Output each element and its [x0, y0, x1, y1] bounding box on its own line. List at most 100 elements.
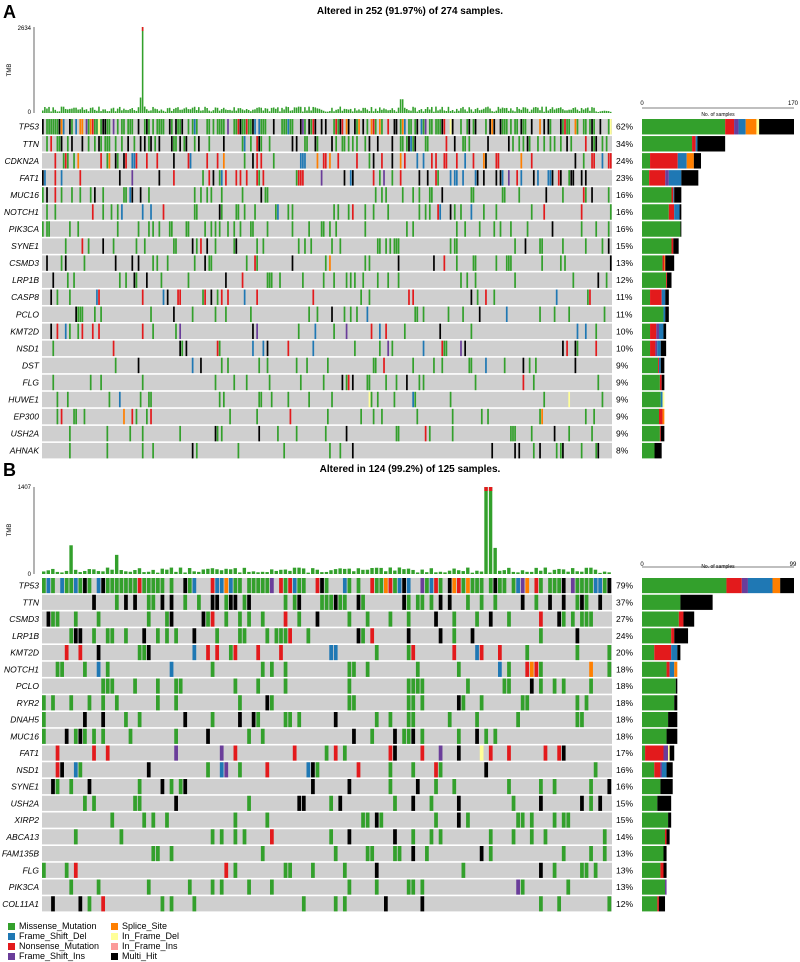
mutation-cell — [552, 578, 557, 594]
mutation-cell — [584, 170, 587, 186]
mutation-cell — [258, 119, 261, 135]
gene-label: NOTCH1 — [4, 207, 39, 217]
mutation-cell — [266, 221, 269, 237]
mutation-cell — [306, 136, 308, 152]
mutation-cell — [206, 238, 209, 254]
mutation-cell — [526, 136, 529, 152]
tmb-bar — [247, 109, 250, 113]
gene-label: KMT2D — [10, 648, 39, 658]
mutation-cell — [607, 645, 612, 661]
mutation-cell — [388, 611, 393, 627]
mutation-cell — [266, 340, 269, 357]
mutation-cell — [101, 728, 106, 744]
mutation-cell — [310, 119, 313, 135]
mutation-cell — [351, 374, 354, 391]
panel-a-tmb-label: TMB — [7, 64, 13, 77]
mutation-cell — [54, 187, 57, 203]
tmb-bar — [530, 109, 533, 113]
tmb-bar — [237, 108, 240, 113]
mutation-cell — [297, 611, 302, 627]
tmb-bar — [320, 109, 323, 113]
mutation-cell — [46, 578, 51, 594]
mutation-cell — [247, 611, 251, 627]
panel-b-matrix — [42, 578, 612, 912]
mutation-cell — [368, 255, 371, 271]
mutation-cell — [162, 119, 165, 135]
mutation-cell — [169, 578, 174, 594]
mutation-cell — [452, 611, 457, 627]
tmb-bar — [77, 109, 79, 113]
tmb-bar — [580, 571, 584, 574]
mutation-cell — [81, 238, 84, 254]
mutation-cell — [210, 661, 215, 677]
mutation-cell — [449, 204, 452, 220]
mutation-cell — [582, 187, 585, 203]
tmb-bar — [239, 108, 242, 113]
mutation-cell — [299, 170, 302, 186]
mutation-cell — [333, 323, 335, 340]
mutation-cell — [472, 255, 475, 271]
mutation-cell — [304, 238, 306, 254]
mutation-cell — [87, 119, 90, 135]
tmb-bar — [501, 107, 504, 113]
mutation-cell — [75, 119, 77, 135]
row-background — [42, 795, 612, 811]
tmb-bar — [123, 108, 125, 113]
mutation-cell — [570, 611, 575, 627]
mutation-cell — [247, 879, 251, 895]
mutation-cell — [518, 187, 521, 203]
mutation-cell — [297, 323, 300, 340]
mutation-cell — [137, 645, 142, 661]
mutation-cell — [520, 153, 523, 169]
tmb-bar — [252, 109, 254, 113]
mutation-cell — [210, 594, 215, 610]
mutation-cell — [437, 170, 439, 186]
mutation-cell — [56, 136, 59, 152]
tmb-bar — [499, 108, 502, 113]
row-background — [42, 153, 612, 169]
mutation-cell — [219, 578, 224, 594]
side-bar-segment — [642, 578, 727, 594]
mutation-cell — [541, 408, 543, 425]
mutation-cell — [452, 645, 457, 661]
mutation-cell — [539, 238, 541, 254]
mutation-cell — [235, 204, 238, 220]
tmb-bar — [322, 110, 325, 113]
mutation-cell — [475, 645, 479, 661]
mutation-cell — [518, 136, 521, 152]
mutation-cell — [534, 578, 539, 594]
mutation-cell — [225, 272, 227, 288]
mutation-cell — [338, 795, 343, 811]
gene-percent: 16% — [616, 207, 633, 217]
mutation-cell — [345, 323, 348, 340]
mutation-cell — [365, 846, 370, 862]
gene-percent: 15% — [616, 798, 633, 808]
row-background — [42, 221, 612, 237]
tmb-bar — [549, 108, 552, 113]
mutation-cell — [110, 578, 115, 594]
mutation-cell — [453, 170, 456, 186]
mutation-cell — [268, 374, 271, 391]
side-bar-segment — [642, 594, 681, 610]
mutation-cell — [511, 578, 516, 594]
mutation-cell — [582, 119, 585, 135]
tmb-bar — [247, 571, 251, 574]
mutation-cell — [561, 745, 566, 761]
panel-b-tmb-max: 1407 — [18, 485, 32, 491]
mutation-cell — [260, 391, 263, 408]
mutation-cell — [470, 204, 473, 220]
mutation-cell — [265, 578, 270, 594]
mutation-cell — [173, 136, 175, 152]
tmb-bar — [434, 572, 438, 574]
mutation-cell — [379, 578, 384, 594]
row-background — [42, 879, 612, 895]
mutation-cell — [270, 578, 274, 594]
side-bar-segment — [655, 340, 658, 357]
tmb-bar — [576, 109, 579, 113]
mutation-cell — [356, 594, 361, 610]
mutation-cell — [250, 119, 252, 135]
mutation-cell — [393, 119, 396, 135]
mutation-cell — [322, 153, 325, 169]
side-bar-segment — [642, 611, 679, 627]
mutation-cell — [456, 661, 461, 677]
